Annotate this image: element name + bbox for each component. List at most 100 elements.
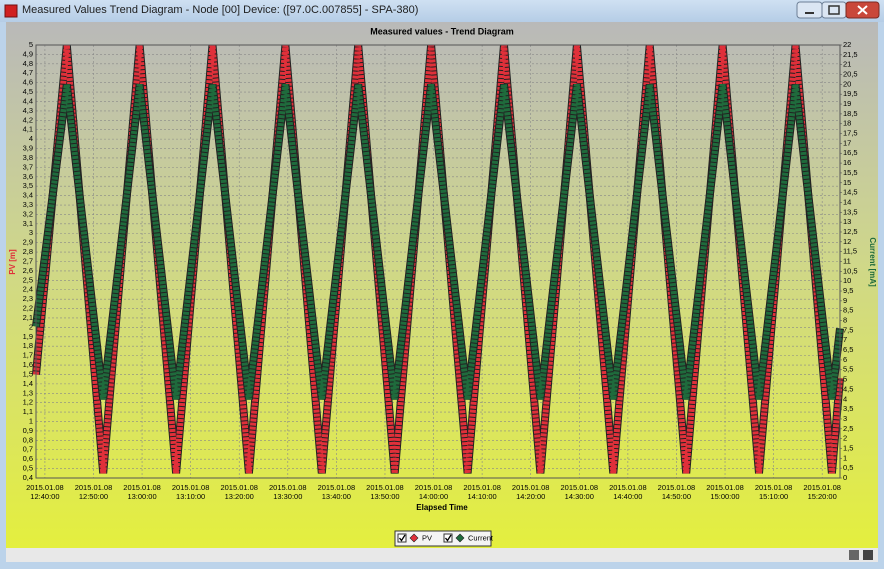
y-tick-label: 3,7: [23, 162, 33, 171]
series-line: [33, 84, 843, 400]
y2-tick-label: 18,5: [843, 109, 858, 118]
y-tick-label: 1,8: [23, 341, 33, 350]
x-tick-label: 2015.01.08 14:00:00: [414, 483, 453, 501]
y2-tick-label: 19: [843, 99, 851, 108]
y-tick-label: 0,6: [23, 454, 33, 463]
y2-tick-label: 6,5: [843, 345, 853, 354]
y-tick-label: 1,6: [23, 360, 33, 369]
y2-tick-label: 7,5: [843, 325, 853, 334]
y2-tick-label: 2,5: [843, 424, 853, 433]
y-tick-label: 3,1: [23, 219, 33, 228]
y-tick-label: 1,9: [23, 332, 33, 341]
y-tick-label: 2,7: [23, 256, 33, 265]
y2-tick-label: 5: [843, 375, 847, 384]
y2-tick-label: 15: [843, 178, 851, 187]
legend-checkbox[interactable]: [443, 533, 453, 543]
y-tick-label: 0,8: [23, 435, 33, 444]
y-tick-label: 2,8: [23, 247, 33, 256]
minimize-icon: [805, 12, 814, 14]
y2-tick-label: 9,5: [843, 286, 853, 295]
y2-tick-label: 3,5: [843, 404, 853, 413]
y-tick-label: 3,3: [23, 200, 33, 209]
scrollbar[interactable]: [6, 548, 878, 562]
y2-tick-label: 14,5: [843, 188, 858, 197]
y2-tick-label: 17,5: [843, 129, 858, 138]
y-tick-label: 4,5: [23, 87, 33, 96]
plot-area: [35, 44, 841, 479]
x-tick-label: 2015.01.08 14:20:00: [511, 483, 550, 501]
y2-tick-label: 0: [843, 473, 847, 482]
y-tick-label: 0,7: [23, 445, 33, 454]
window-buttons: [796, 1, 880, 19]
y-tick-label: 2,1: [23, 313, 33, 322]
x-tick-label: 2015.01.08 12:50:00: [74, 483, 113, 501]
y2-tick-label: 21,5: [843, 50, 858, 59]
y-tick-label: 4: [29, 134, 33, 143]
y-tick-label: 2,6: [23, 266, 33, 275]
y-tick-label: 3,2: [23, 209, 33, 218]
y2-tick-label: 13,5: [843, 207, 858, 216]
chart: Measured values - Trend Diagram Elapsed …: [6, 22, 878, 562]
y-tick-label: 3,8: [23, 153, 33, 162]
x-tick-label: 2015.01.08 14:40:00: [609, 483, 647, 501]
y2-tick-label: 18: [843, 119, 851, 128]
y-tick-label: 1,1: [23, 407, 33, 416]
legend-check: [398, 534, 406, 542]
y-tick-label: 2,5: [23, 275, 33, 284]
y-tick-label: 3,4: [23, 191, 33, 200]
y-tick-label: 1,2: [23, 398, 33, 407]
legend: PV Current: [394, 530, 494, 547]
y-tick-label: 0,5: [23, 464, 33, 473]
y-axis-title: PV [m]: [8, 249, 17, 275]
y2-tick-label: 22: [843, 40, 851, 49]
legend-check: [444, 534, 452, 542]
legend-label: Current: [468, 533, 494, 542]
y2-tick-label: 17: [843, 138, 851, 147]
y2-tick-label: 10,5: [843, 266, 858, 275]
maximize-button[interactable]: [821, 1, 847, 19]
y-tick-label: 4,3: [23, 106, 33, 115]
y2-tick-label: 2: [843, 434, 847, 443]
x-tick-label: 2015.01.08 15:10:00: [754, 483, 793, 501]
legend-checkbox[interactable]: [397, 533, 407, 543]
y-tick-label: 4,8: [23, 59, 33, 68]
y2-tick-label: 12: [843, 237, 851, 246]
x-tick-label: 2015.01.08 12:40:00: [26, 483, 64, 501]
y2-tick-label: 11,5: [843, 247, 857, 256]
window-title: Measured Values Trend Diagram - Node [00…: [22, 4, 419, 16]
y2-tick-label: 3: [843, 414, 847, 423]
y-tick-label: 3,5: [23, 181, 33, 190]
chart-container: Measured values - Trend Diagram Elapsed …: [6, 22, 878, 567]
minimize-button[interactable]: [796, 1, 823, 19]
y2-tick-label: 10: [843, 276, 851, 285]
y-tick-label: 1,7: [23, 351, 33, 360]
y-tick-label: 4,7: [23, 68, 33, 77]
y-tick-label: 2,4: [23, 285, 33, 294]
y2-tick-label: 11: [843, 256, 851, 265]
y2-tick-label: 1: [843, 453, 847, 462]
y-tick-label: 1,4: [23, 379, 33, 388]
y2-tick-label: 20: [843, 79, 851, 88]
scroll-button[interactable]: [849, 550, 859, 560]
y-tick-label: 3: [29, 228, 33, 237]
y2-tick-label: 13: [843, 217, 851, 226]
y2-tick-label: 7: [843, 335, 847, 344]
y-tick-label: 1: [29, 417, 33, 426]
y-tick-label: 1,5: [23, 369, 33, 378]
y2-tick-label: 0,5: [843, 463, 853, 472]
scroll-button[interactable]: [863, 550, 873, 560]
y-tick-label: 0,9: [23, 426, 33, 435]
x-tick-label: 2015.01.08 13:00:00: [123, 483, 161, 501]
y-tick-label: 2,3: [23, 294, 33, 303]
y2-tick-label: 20,5: [843, 70, 858, 79]
x-axis-title: Elapsed Time: [416, 503, 468, 512]
y-tick-label: 2: [29, 322, 33, 331]
y2-tick-label: 8: [843, 316, 847, 325]
y2-tick-label: 14: [843, 197, 851, 206]
chart-background: [6, 22, 878, 548]
y2-tick-label: 5,5: [843, 365, 853, 374]
y-tick-label: 4,4: [23, 96, 33, 105]
x-tick-label: 2015.01.08 13:10:00: [171, 483, 210, 501]
app-icon: [4, 4, 18, 18]
chart-title: Measured values - Trend Diagram: [370, 26, 514, 36]
